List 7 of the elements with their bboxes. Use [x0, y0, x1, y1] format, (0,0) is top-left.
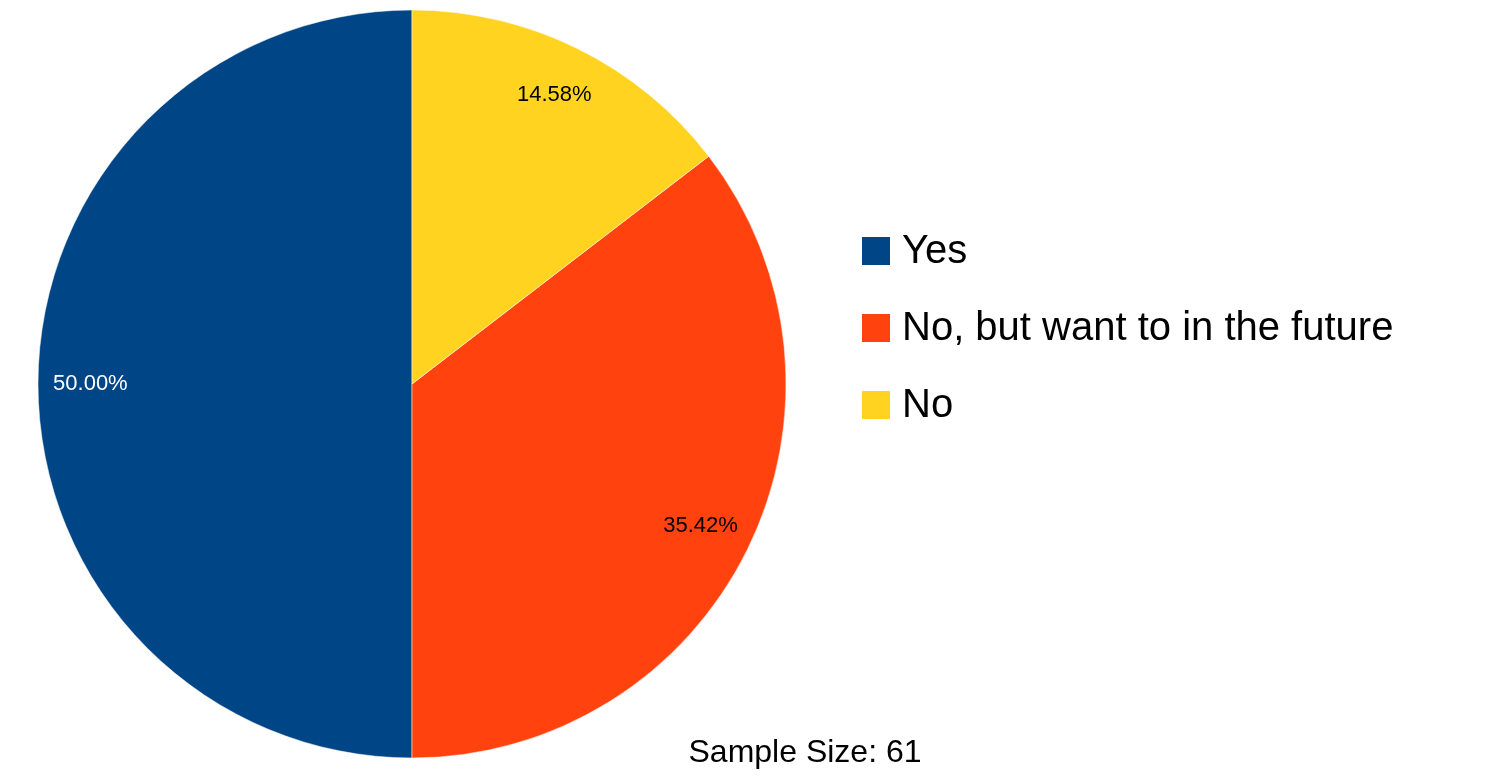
data-label: 35.42% [663, 512, 738, 538]
legend-label: Yes [902, 226, 968, 271]
text: Sample Size: 61 [688, 733, 922, 769]
legend-label: No, but want to in the future [902, 303, 1394, 348]
data-label: 14.58% [516, 81, 592, 107]
legend-label: No [902, 380, 954, 425]
data-label: 50.00% [53, 369, 128, 395]
